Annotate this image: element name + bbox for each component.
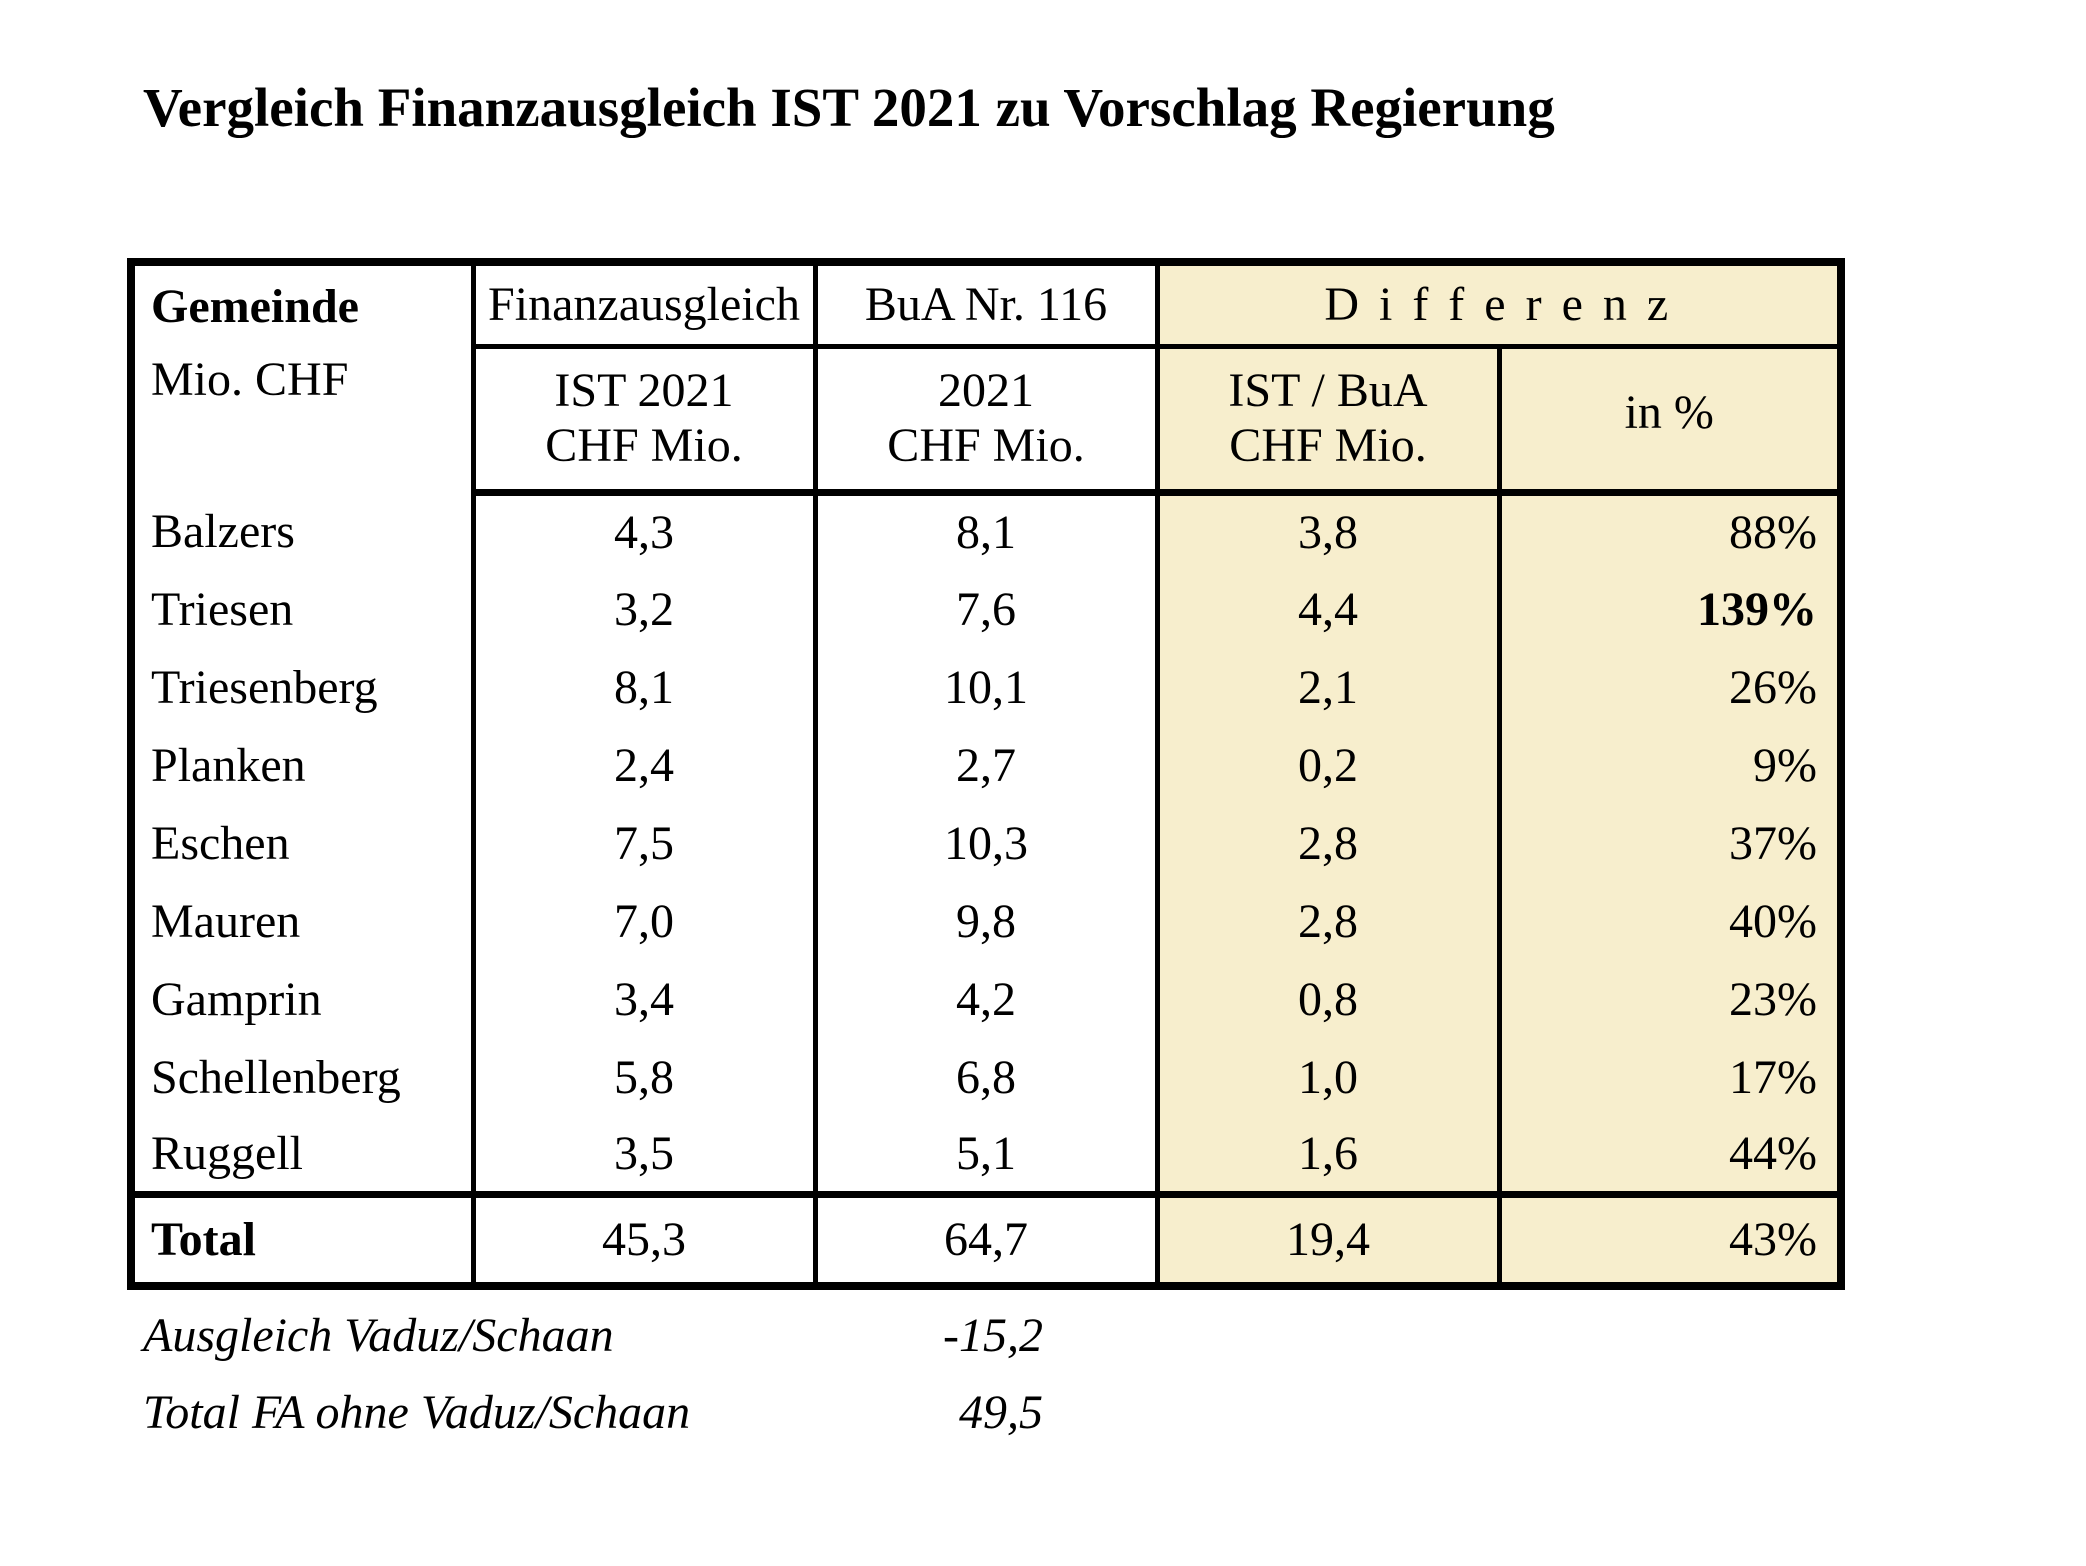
header-diff-abs-line1: IST / BuA xyxy=(1228,363,1428,417)
gemeinde-cell: Ruggell xyxy=(151,1126,303,1180)
pct-cell: 37% xyxy=(1496,804,1841,882)
diff-cell: 0,8 xyxy=(1154,960,1499,1038)
gemeinde-cell: Schellenberg xyxy=(151,1050,401,1104)
ist-cell: 7,0 xyxy=(470,882,815,960)
gemeinde-cell: Triesenberg xyxy=(151,660,378,714)
bua-cell: 10,3 xyxy=(812,804,1157,882)
footnote-line: Total FA ohne Vaduz/Schaan 49,5 xyxy=(143,1383,1043,1443)
pct-cell: 17% xyxy=(1496,1038,1841,1116)
diff-cell: 1,6 xyxy=(1154,1116,1499,1194)
diff-cell: 2,8 xyxy=(1154,804,1499,882)
header-row-2: Mio. CHF IST 2021 CHF Mio. 2021 CHF Mio.… xyxy=(131,346,1841,496)
diff-cell: 2,1 xyxy=(1154,648,1499,726)
header-bua-line1: 2021 xyxy=(938,363,1034,417)
ist-cell: 4,3 xyxy=(470,492,815,570)
footnote-value: -15,2 xyxy=(943,1309,1043,1362)
table-row: Triesen 3,2 7,6 4,4 139% xyxy=(131,570,1841,648)
total-pct: 43% xyxy=(1496,1190,1841,1286)
pct-cell: 9% xyxy=(1496,726,1841,804)
gemeinde-cell: Mauren xyxy=(151,894,301,948)
ist-cell: 3,5 xyxy=(470,1116,815,1194)
bua-cell: 7,6 xyxy=(812,570,1157,648)
total-ist: 45,3 xyxy=(470,1190,815,1286)
header-ist-line1: IST 2021 xyxy=(554,363,734,417)
finanzausgleich-table: Gemeinde Finanzausgleich BuA Nr. 116 D i… xyxy=(127,258,1845,1290)
diff-cell: 1,0 xyxy=(1154,1038,1499,1116)
gemeinde-cell: Balzers xyxy=(151,504,295,558)
bua-cell: 8,1 xyxy=(812,492,1157,570)
table-row: Mauren 7,0 9,8 2,8 40% xyxy=(131,882,1841,960)
header-bua-line2: CHF Mio. xyxy=(887,418,1085,472)
header-finanzausgleich-text: Finanzausgleich xyxy=(488,278,800,332)
total-diff: 19,4 xyxy=(1154,1190,1499,1286)
bua-cell: 9,8 xyxy=(812,882,1157,960)
header-finanzausgleich: Finanzausgleich xyxy=(470,262,815,349)
header-diff-abs: IST / BuA CHF Mio. xyxy=(1154,346,1499,496)
footnote-label: Total FA ohne Vaduz/Schaan xyxy=(143,1386,691,1439)
pct-cell: 26% xyxy=(1496,648,1841,726)
ist-cell: 2,4 xyxy=(470,726,815,804)
header-gemeinde: Gemeinde xyxy=(151,279,359,333)
table-row: Balzers 4,3 8,1 3,8 88% xyxy=(131,492,1841,570)
pct-cell: 139% xyxy=(1496,570,1841,648)
gemeinde-cell: Eschen xyxy=(151,816,290,870)
total-bua: 64,7 xyxy=(812,1190,1157,1286)
bua-cell: 2,7 xyxy=(812,726,1157,804)
header-bua-2021: 2021 CHF Mio. xyxy=(812,346,1157,496)
bua-cell: 5,1 xyxy=(812,1116,1157,1194)
table-row: Schellenberg 5,8 6,8 1,0 17% xyxy=(131,1038,1841,1116)
ist-cell: 7,5 xyxy=(470,804,815,882)
page-title: Vergleich Finanzausgleich IST 2021 zu Vo… xyxy=(143,77,1555,138)
ist-cell: 5,8 xyxy=(470,1038,815,1116)
footnote-line: Ausgleich Vaduz/Schaan -15,2 xyxy=(143,1306,1043,1366)
pct-cell: 23% xyxy=(1496,960,1841,1038)
diff-cell: 3,8 xyxy=(1154,492,1499,570)
footnote-value: 49,5 xyxy=(959,1386,1043,1439)
header-row-1: Gemeinde Finanzausgleich BuA Nr. 116 D i… xyxy=(131,262,1841,349)
bua-cell: 10,1 xyxy=(812,648,1157,726)
total-row: Total 45,3 64,7 19,4 43% xyxy=(131,1190,1841,1286)
ist-cell: 8,1 xyxy=(470,648,815,726)
footnotes: Ausgleich Vaduz/Schaan -15,2 Total FA oh… xyxy=(143,1306,1043,1460)
header-ist-2021: IST 2021 CHF Mio. xyxy=(470,346,815,496)
gemeinde-cell: Gamprin xyxy=(151,972,322,1026)
header-diff-abs-line2: CHF Mio. xyxy=(1229,418,1427,472)
pct-cell: 44% xyxy=(1496,1116,1841,1194)
gemeinde-cell: Triesen xyxy=(151,582,294,636)
diff-cell: 2,8 xyxy=(1154,882,1499,960)
header-diff-pct: in % xyxy=(1496,346,1841,496)
ist-cell: 3,2 xyxy=(470,570,815,648)
header-unit: Mio. CHF xyxy=(151,353,349,406)
gemeinde-cell: Planken xyxy=(151,738,306,792)
total-label: Total xyxy=(131,1190,473,1286)
pct-cell: 88% xyxy=(1496,492,1841,570)
ist-cell: 3,4 xyxy=(470,960,815,1038)
diff-cell: 0,2 xyxy=(1154,726,1499,804)
bua-cell: 4,2 xyxy=(812,960,1157,1038)
header-ist-line2: CHF Mio. xyxy=(545,418,743,472)
table-row: Ruggell 3,5 5,1 1,6 44% xyxy=(131,1116,1841,1194)
bua-cell: 6,8 xyxy=(812,1038,1157,1116)
header-diff-pct-text: in % xyxy=(1624,386,1714,439)
pct-cell: 40% xyxy=(1496,882,1841,960)
table-row: Eschen 7,5 10,3 2,8 37% xyxy=(131,804,1841,882)
diff-cell: 4,4 xyxy=(1154,570,1499,648)
footnote-label: Ausgleich Vaduz/Schaan xyxy=(143,1309,614,1362)
header-bua: BuA Nr. 116 xyxy=(812,262,1157,349)
table-row: Gamprin 3,4 4,2 0,8 23% xyxy=(131,960,1841,1038)
header-differenz: D i f f e r e n z xyxy=(1154,262,1841,349)
table-row: Triesenberg 8,1 10,1 2,1 26% xyxy=(131,648,1841,726)
table-row: Planken 2,4 2,7 0,2 9% xyxy=(131,726,1841,804)
